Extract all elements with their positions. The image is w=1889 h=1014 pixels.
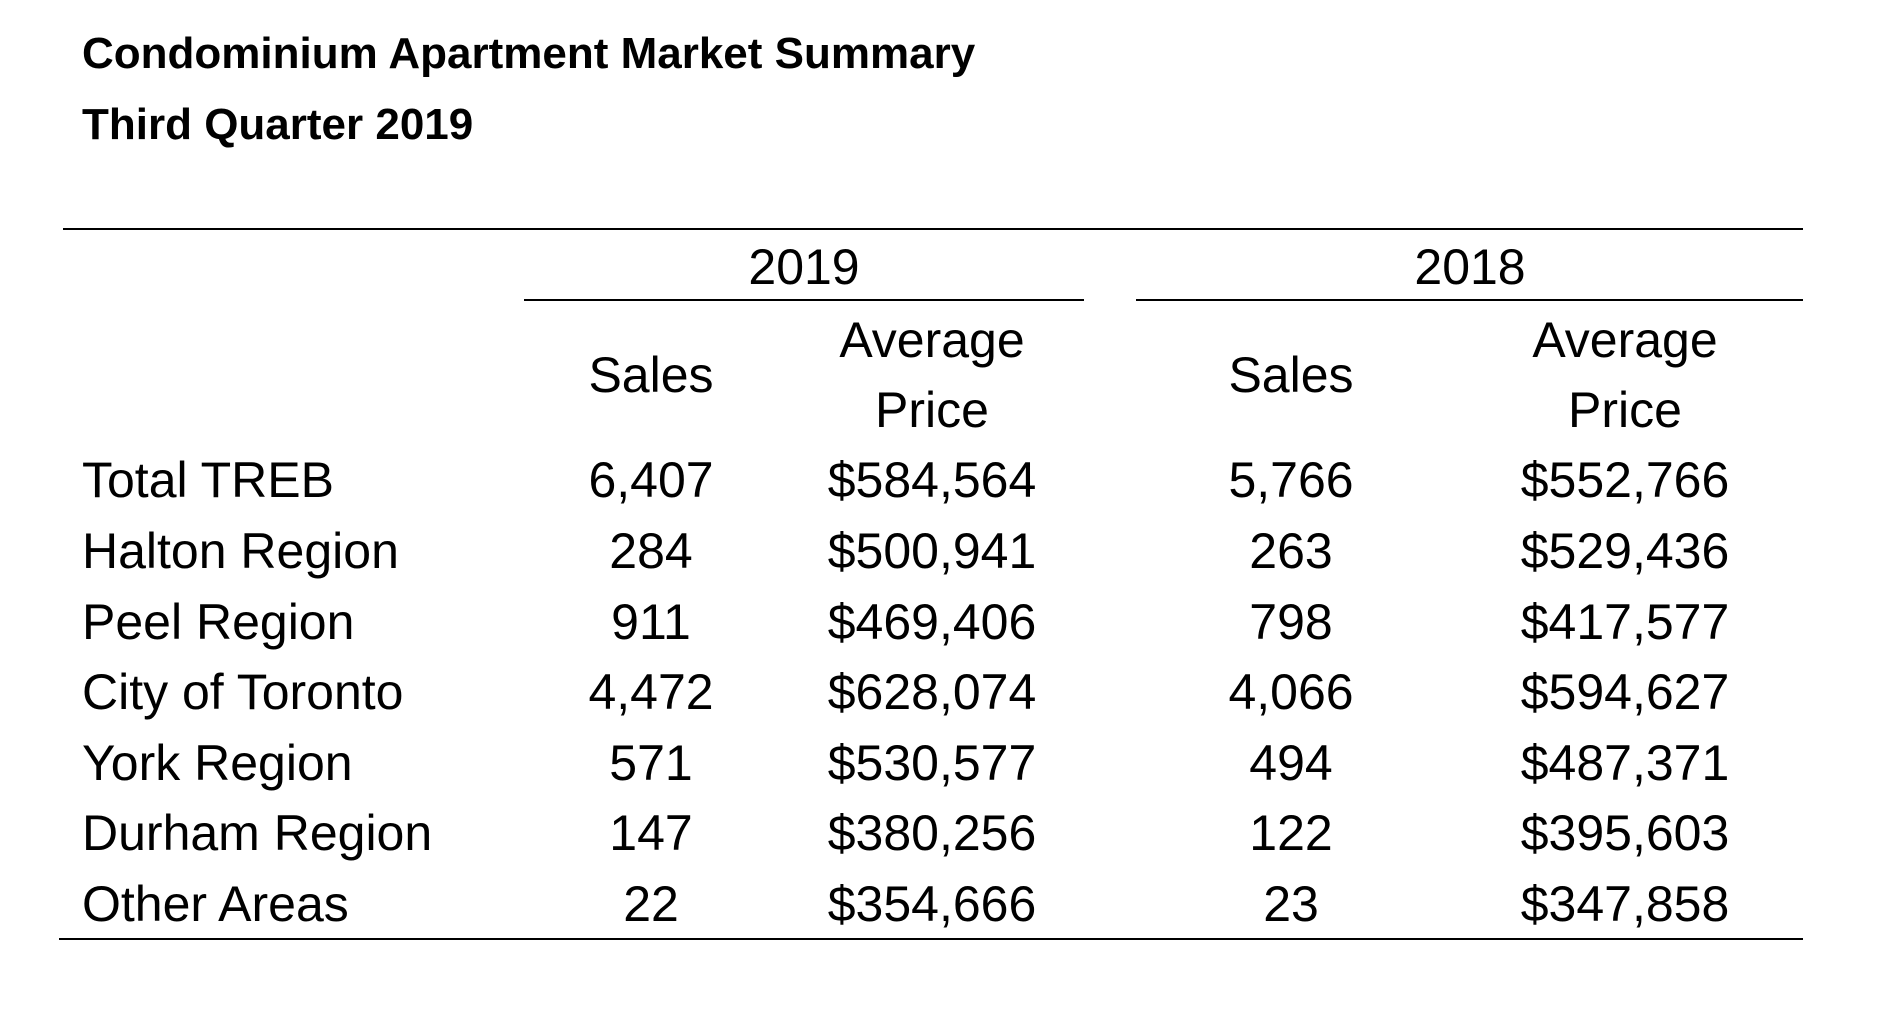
table-top-rule	[63, 228, 1803, 230]
cell-sales-2019: 911	[611, 594, 691, 650]
header-sales-2018: Sales	[1228, 347, 1354, 403]
cell-price-2018: $529,436	[1520, 523, 1730, 579]
group-rule-2019	[524, 299, 1084, 301]
row-label-durham-region: Durham Region	[82, 805, 433, 861]
header-average-2018: Average	[1532, 312, 1718, 368]
cell-price-2019: $500,941	[827, 523, 1037, 579]
group-header-2018: 2018	[1414, 239, 1526, 295]
cell-price-2018: $347,858	[1520, 876, 1730, 932]
cell-sales-2019: 4,472	[588, 664, 714, 720]
cell-price-2018: $417,577	[1520, 594, 1730, 650]
cell-price-2018: $395,603	[1520, 805, 1730, 861]
title-line-2: Third Quarter 2019	[82, 100, 474, 149]
cell-price-2019: $469,406	[827, 594, 1037, 650]
header-sales-2019: Sales	[588, 347, 714, 403]
header-price-2018: Price	[1568, 382, 1682, 438]
row-label-other-areas: Other Areas	[82, 876, 349, 932]
row-label-york-region: York Region	[82, 735, 353, 791]
cell-price-2018: $594,627	[1520, 664, 1730, 720]
title-line-1: Condominium Apartment Market Summary	[82, 29, 976, 78]
header-average-2019: Average	[839, 312, 1025, 368]
cell-sales-2018: 263	[1249, 523, 1333, 579]
table-bottom-rule	[59, 938, 1803, 940]
group-rule-2018	[1136, 299, 1803, 301]
cell-price-2018: $552,766	[1520, 452, 1730, 508]
cell-sales-2019: 571	[609, 735, 693, 791]
row-label-halton-region: Halton Region	[82, 523, 399, 579]
cell-price-2019: $584,564	[827, 452, 1037, 508]
cell-sales-2018: 5,766	[1228, 452, 1354, 508]
cell-sales-2018: 4,066	[1228, 664, 1354, 720]
row-label-peel-region: Peel Region	[82, 594, 355, 650]
cell-sales-2018: 122	[1249, 805, 1333, 861]
cell-sales-2019: 284	[609, 523, 693, 579]
cell-sales-2019: 6,407	[588, 452, 714, 508]
cell-sales-2019: 22	[623, 876, 679, 932]
header-price-2019: Price	[875, 382, 989, 438]
cell-price-2019: $628,074	[827, 664, 1037, 720]
cell-sales-2019: 147	[609, 805, 693, 861]
cell-sales-2018: 798	[1249, 594, 1333, 650]
row-label-total-treb: Total TREB	[82, 452, 334, 508]
cell-sales-2018: 23	[1263, 876, 1319, 932]
cell-price-2019: $530,577	[827, 735, 1037, 791]
group-header-2019: 2019	[748, 239, 860, 295]
cell-price-2019: $380,256	[827, 805, 1037, 861]
cell-price-2019: $354,666	[827, 876, 1037, 932]
cell-price-2018: $487,371	[1520, 735, 1730, 791]
cell-sales-2018: 494	[1249, 735, 1333, 791]
row-label-city-of-toronto: City of Toronto	[82, 664, 404, 720]
